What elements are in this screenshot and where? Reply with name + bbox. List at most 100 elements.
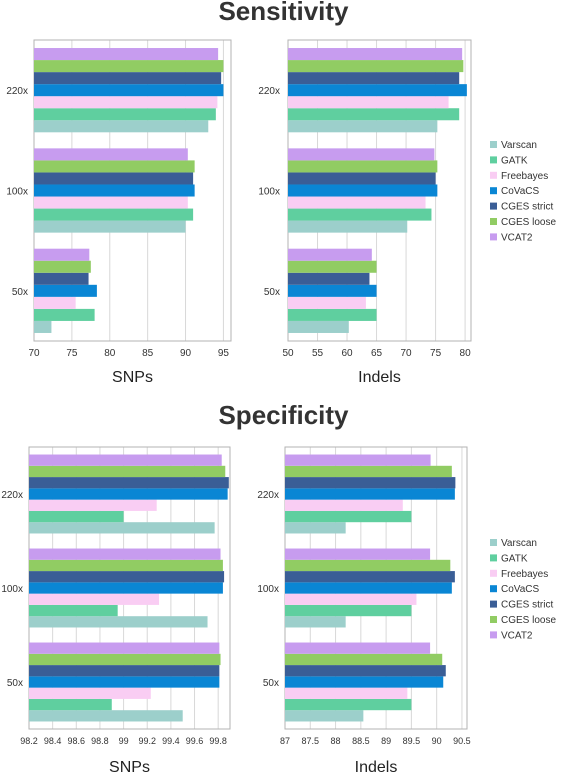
x-tick-label: 87.5 xyxy=(302,736,320,746)
bar xyxy=(29,548,221,560)
bar xyxy=(34,196,188,209)
bar xyxy=(29,710,183,722)
bar xyxy=(34,260,91,273)
bar xyxy=(288,320,349,333)
bar xyxy=(288,184,438,197)
x-tick-label: 98.6 xyxy=(68,736,86,746)
bar xyxy=(285,571,455,583)
bar xyxy=(29,593,160,605)
legend-label: Freebayes xyxy=(501,171,548,182)
bar xyxy=(285,582,452,594)
bar xyxy=(29,642,220,654)
bar xyxy=(285,710,364,722)
bar xyxy=(34,96,218,109)
bar xyxy=(34,60,224,73)
x-tick-label: 65 xyxy=(371,348,383,359)
category-label: 50x xyxy=(264,287,280,298)
x-tick-label: 60 xyxy=(341,348,353,359)
legend-swatch xyxy=(490,585,497,593)
bar xyxy=(34,108,216,121)
legend-label: CGES strict xyxy=(501,600,553,611)
legend-swatch xyxy=(490,569,497,577)
bar xyxy=(288,308,377,321)
category-label: 100x xyxy=(257,584,279,595)
bar xyxy=(29,582,223,594)
legend-label: CGES loose xyxy=(501,217,556,228)
x-tick-label: 95 xyxy=(218,348,230,359)
legend-swatch xyxy=(490,187,497,195)
bar xyxy=(34,308,95,321)
bar xyxy=(29,559,223,572)
bar xyxy=(285,676,444,688)
x-tick-label: 70 xyxy=(401,348,413,359)
bar xyxy=(34,48,219,61)
bar xyxy=(29,510,124,523)
bar xyxy=(288,160,438,173)
category-label: 220x xyxy=(6,86,28,97)
x-tick-label: 90 xyxy=(180,348,192,359)
bar xyxy=(285,465,452,478)
bar xyxy=(285,642,431,654)
bar xyxy=(285,687,408,699)
x-axis-title: Indels xyxy=(358,369,401,386)
x-tick-label: 90.5 xyxy=(453,736,471,746)
x-tick-label: 85 xyxy=(142,348,154,359)
x-tick-label: 99.2 xyxy=(138,736,156,746)
legend-swatch xyxy=(490,600,497,608)
bar xyxy=(285,616,346,628)
bar xyxy=(34,120,209,133)
x-tick-label: 98.8 xyxy=(91,736,109,746)
legend-label: CGES strict xyxy=(501,202,553,213)
bar xyxy=(285,510,412,523)
x-axis-title: SNPs xyxy=(109,759,150,773)
bar xyxy=(34,72,222,85)
bar xyxy=(34,208,194,221)
legend-label: Varscan xyxy=(501,140,537,151)
x-tick-label: 55 xyxy=(312,348,324,359)
legend-swatch xyxy=(490,202,497,210)
x-tick-label: 80 xyxy=(460,348,472,359)
category-label: 50x xyxy=(263,678,279,689)
legend-swatch xyxy=(490,616,497,623)
x-tick-label: 87 xyxy=(280,736,290,746)
bar xyxy=(285,499,403,511)
category-label: 100x xyxy=(258,187,280,198)
bar xyxy=(29,698,112,711)
x-tick-label: 99.8 xyxy=(209,736,227,746)
x-tick-label: 89 xyxy=(381,736,391,746)
x-tick-label: 80 xyxy=(104,348,116,359)
bar xyxy=(288,196,426,209)
legend-label: Freebayes xyxy=(501,569,548,580)
chart-panel-4 xyxy=(284,446,468,730)
x-tick-label: 90 xyxy=(432,736,442,746)
legend-swatch xyxy=(490,171,497,179)
bar xyxy=(34,84,224,97)
legend-swatch xyxy=(490,233,497,241)
bar xyxy=(34,184,195,197)
bar xyxy=(285,559,451,572)
bar xyxy=(29,687,151,699)
category-label: 50x xyxy=(12,287,28,298)
bar xyxy=(34,148,188,161)
bar xyxy=(34,248,90,261)
bar xyxy=(288,248,372,261)
sensitivity-title: Sensitivity xyxy=(218,0,349,26)
bar xyxy=(29,604,118,617)
bar xyxy=(285,454,431,466)
bar xyxy=(34,272,89,285)
bar xyxy=(29,522,215,534)
bar xyxy=(285,548,431,560)
bar xyxy=(288,48,463,61)
bar xyxy=(285,522,346,534)
bar xyxy=(285,653,443,666)
x-tick-label: 98.4 xyxy=(44,736,62,746)
bar xyxy=(285,698,412,711)
legend-label: CoVaCS xyxy=(501,186,539,197)
bar xyxy=(285,604,412,617)
bar xyxy=(288,284,377,297)
x-tick-label: 75 xyxy=(66,348,78,359)
bar xyxy=(288,296,366,309)
legend-label: CoVaCS xyxy=(501,584,539,595)
legend-2: Varscan GATK Freebayes CoVaCS CGES strict CGE… xyxy=(490,538,556,641)
bar xyxy=(29,477,229,489)
